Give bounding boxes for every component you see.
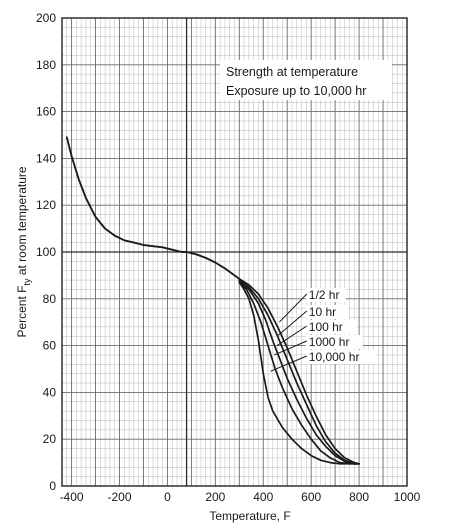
legend-label: 10 hr [309, 305, 336, 319]
y-tick-label: 60 [43, 339, 57, 353]
y-axis-label-main: Percent F [15, 286, 29, 338]
x-tick-label: -200 [107, 490, 131, 504]
legend-label: 1/2 hr [309, 288, 340, 302]
series-line-1 [238, 279, 360, 465]
legend-label-bg [305, 350, 377, 364]
y-tick-label: 140 [36, 151, 56, 165]
x-tick-label: 400 [253, 490, 273, 504]
y-tick-label: 200 [36, 11, 56, 25]
y-tick-label: 100 [36, 245, 56, 259]
legend-leader-line [274, 340, 307, 356]
y-tick-label: 80 [43, 292, 57, 306]
series-line-4 [238, 281, 360, 465]
y-tick-label: 20 [43, 432, 57, 446]
legend-leader-line [270, 355, 307, 372]
y-tick-label: 0 [49, 479, 56, 493]
legend-leader-line [278, 293, 308, 323]
legend-leader-line [276, 310, 308, 337]
annotation-box [220, 60, 392, 100]
series-line-0 [238, 278, 360, 465]
legend-label-bg [305, 305, 349, 319]
legend-label: 100 hr [309, 320, 343, 334]
y-axis-label-rest: at room temperature [15, 166, 29, 278]
annotation-strength: Strength at temperature [226, 65, 358, 79]
legend-leader-line [276, 325, 308, 347]
annotation-exposure: Exposure up to 10,000 hr [226, 84, 366, 98]
legend-label-bg [305, 288, 346, 302]
series-line-3 [238, 280, 360, 465]
x-tick-label: 1000 [394, 490, 421, 504]
x-tick-label: 0 [164, 490, 171, 504]
series-lines [65, 136, 360, 465]
plot-frame [61, 17, 408, 487]
y-axis-label: Percent Fty at room temperature [15, 166, 32, 337]
y-tick-label: 160 [36, 105, 56, 119]
x-axis-label: Temperature, F [209, 509, 290, 523]
x-tick-label: 600 [301, 490, 321, 504]
legend-label: 10,000 hr [309, 350, 360, 364]
series-line-common [65, 136, 241, 280]
series-line-2 [238, 279, 360, 465]
y-tick-labels: 0 20 40 60 80 100 120 140 160 180 200 [36, 11, 56, 493]
legend-label: 1000 hr [309, 335, 350, 349]
legend-label-bg [305, 320, 356, 334]
legend-label-bg [305, 335, 363, 349]
y-tick-label: 180 [36, 58, 56, 72]
x-tick-label: -400 [60, 490, 84, 504]
y-tick-label: 40 [43, 385, 57, 399]
x-tick-label: 200 [205, 490, 225, 504]
x-tick-labels: -400 -200 0 200 400 600 800 1000 [60, 490, 421, 504]
y-tick-label: 120 [36, 198, 56, 212]
x-tick-label: 800 [349, 490, 369, 504]
y-axis-label-sub: ty [22, 278, 32, 286]
